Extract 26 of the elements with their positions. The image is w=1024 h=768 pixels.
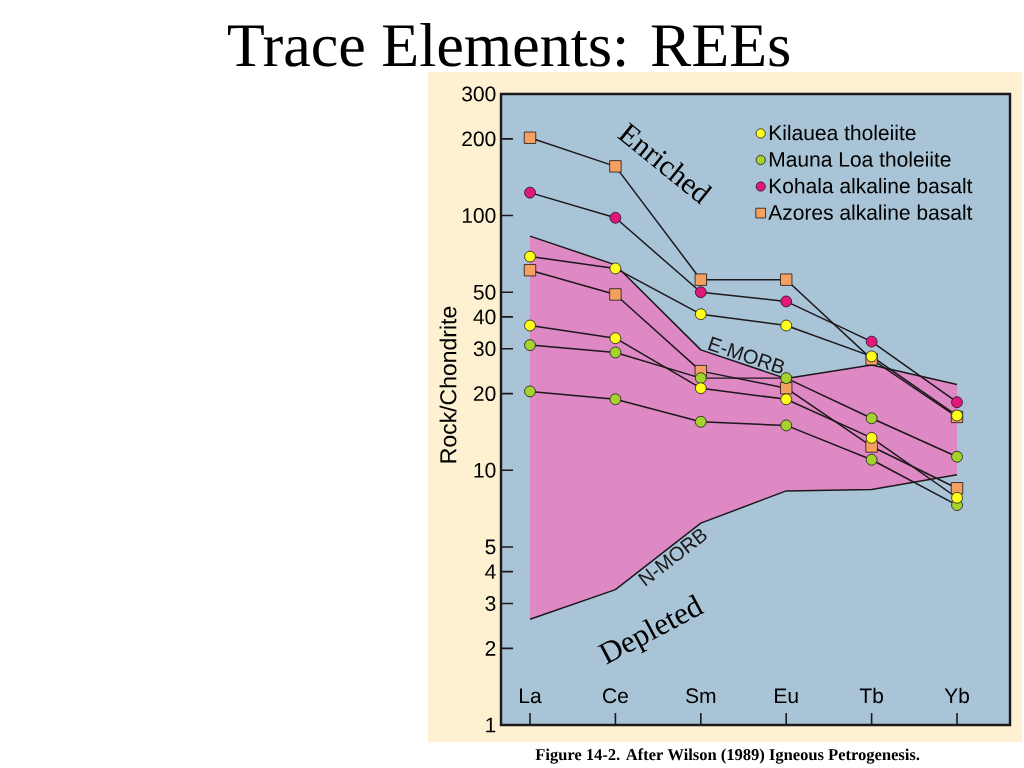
y-tick-label: 1 xyxy=(486,717,496,733)
y-axis-title: Rock/Chondrite xyxy=(439,306,457,463)
y-tick-label: 10 xyxy=(474,462,496,478)
x-tick-label: Sm xyxy=(686,688,716,704)
legend-label: Mauna Loa tholeiite xyxy=(769,151,951,167)
y-tick-label: 200 xyxy=(462,131,496,147)
x-tick-label: Ce xyxy=(603,688,628,704)
y-tick-label: 300 xyxy=(462,86,496,102)
y-tick-label: 3 xyxy=(485,596,496,611)
y-tick-label: 2 xyxy=(485,641,496,656)
y-tick-label: 4 xyxy=(485,564,496,579)
y-tick-label: 50 xyxy=(473,284,496,300)
y-tick-label: 40 xyxy=(473,309,496,325)
legend-label: Kilauea tholeiite xyxy=(769,124,916,141)
legend-label: Kohala alkaline basalt xyxy=(769,177,973,194)
x-tick-label: Eu xyxy=(775,688,798,704)
y-tick-label: 20 xyxy=(473,386,496,402)
caption: Figure 14-2. After Wilson (1989) Igneous Petrogenesis. xyxy=(535,748,920,764)
y-tick-label: 100 xyxy=(462,208,496,223)
y-tick-label: 30 xyxy=(473,341,496,357)
legend-label: Azores alkaline basalt xyxy=(768,204,973,220)
x-tick-label: Yb xyxy=(944,687,969,704)
chart-title: Trace Elements: REEs xyxy=(228,22,789,67)
y-tick-label: 5 xyxy=(485,539,496,555)
x-tick-label: La xyxy=(520,688,542,704)
x-tick-label: Tb xyxy=(859,687,883,704)
